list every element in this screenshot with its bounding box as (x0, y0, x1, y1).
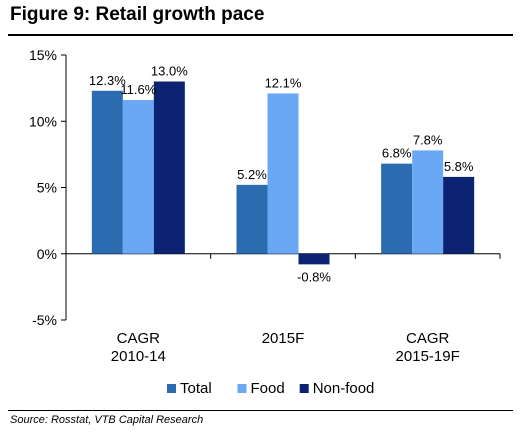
legend-swatch (167, 384, 176, 393)
data-label: 12.1% (265, 75, 302, 90)
data-label: 5.2% (237, 167, 267, 182)
source-rule (8, 410, 513, 411)
legend-label: Non-food (313, 380, 375, 397)
source-note: Source: Rosstat, VTB Capital Research (10, 414, 204, 426)
data-label: 7.8% (413, 132, 443, 147)
y-tick-label: 0% (37, 246, 57, 262)
data-label: 13.0% (151, 64, 188, 79)
bar (267, 93, 299, 254)
data-label: 5.8% (444, 159, 474, 174)
x-tick-label: 2015F (262, 330, 305, 347)
x-tick-label: CAGR 2015-19F (396, 330, 460, 365)
data-label: -0.8% (297, 269, 331, 284)
legend-label: Total (180, 380, 212, 397)
data-label: 11.6% (120, 82, 156, 97)
legend-swatch (237, 384, 247, 393)
bar (122, 100, 154, 254)
bar (381, 163, 413, 254)
x-tick-label: CAGR 2010-14 (111, 330, 166, 365)
figure-title: Figure 9: Retail growth pace (10, 4, 265, 25)
bar (412, 150, 444, 254)
bar (153, 81, 185, 254)
bar (443, 176, 475, 254)
bar (236, 184, 268, 254)
y-tick-label: 10% (29, 113, 57, 129)
y-tick-label: -5% (32, 312, 57, 328)
data-label: 12.3% (89, 73, 126, 88)
data-label: 6.8% (382, 146, 412, 161)
bar (298, 253, 330, 265)
y-tick-label: 5% (37, 180, 57, 196)
bar (91, 90, 123, 254)
legend-label: Food (251, 380, 285, 397)
y-tick-label: 15% (29, 47, 57, 63)
title-rule (8, 34, 513, 36)
legend-swatch (299, 384, 309, 393)
